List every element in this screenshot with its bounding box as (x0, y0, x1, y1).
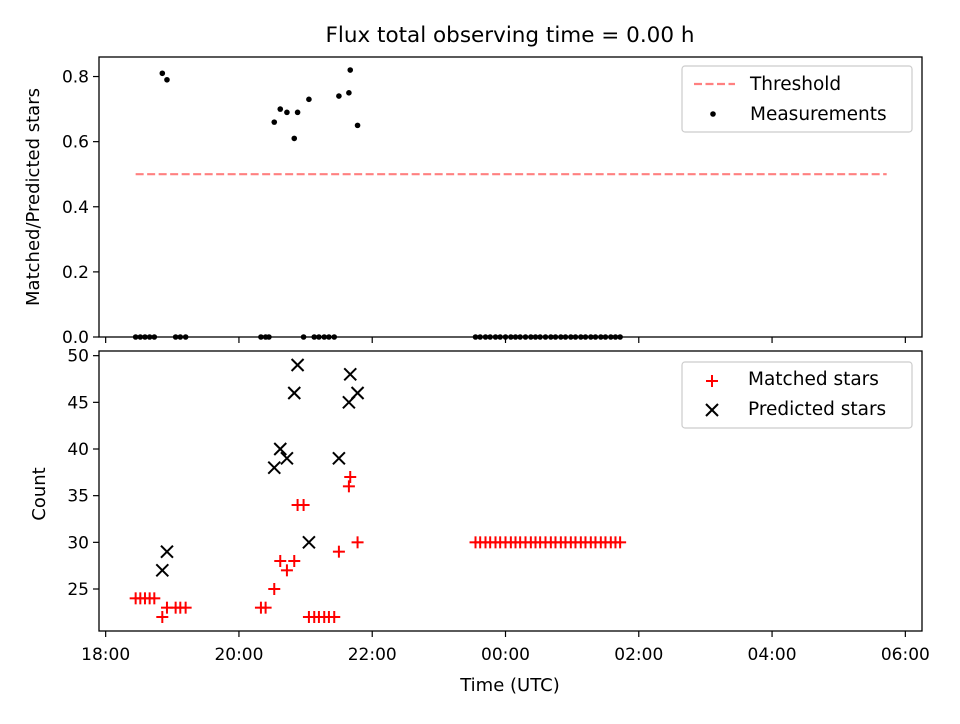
bottom-x-tick-label: 02:00 (614, 645, 663, 665)
predicted-star-point (267, 460, 281, 475)
bottom-legend: Matched stars Predicted stars (681, 361, 913, 429)
predicted-star-point (350, 386, 365, 400)
bottom-y-tick-label: 25 (67, 580, 89, 600)
predicted-star-point (287, 386, 301, 400)
matched-star-point (297, 499, 310, 511)
top-y-tick-label: 0.8 (62, 68, 89, 88)
top-y-axis: 0.0 0.2 0.4 0.6 0.8 (62, 68, 99, 348)
bottom-y-axis: 25 30 35 40 45 50 (67, 347, 99, 600)
legend-matched-marker (706, 375, 718, 387)
bottom-y-tick-label: 30 (67, 533, 89, 553)
predicted-star-point (302, 535, 316, 550)
bottom-y-axis-label: Count (29, 467, 50, 520)
measurement-point (346, 90, 352, 96)
predicted-star-point (160, 544, 174, 559)
bottom-y-tick-label: 35 (67, 487, 89, 507)
measurement-point (277, 106, 284, 112)
measurement-point (294, 109, 301, 116)
legend-predicted-marker (705, 403, 719, 417)
predicted-star-point (155, 563, 170, 578)
bottom-x-tick-label: 22:00 (348, 645, 397, 665)
matched-star-point (332, 545, 345, 558)
legend-matched-label: Matched stars (748, 369, 879, 390)
matched-star-point (179, 601, 192, 614)
bottom-y-tick-label: 50 (67, 347, 89, 367)
matched-star-point (614, 536, 627, 549)
top-legend-box (681, 65, 913, 133)
bottom-x-axis: 18:00 20:00 22:00 00:00 02:00 04:00 06:00 (81, 631, 930, 665)
predicted-star-point (273, 442, 287, 456)
matched-star-point (259, 601, 272, 614)
bottom-data-marks (129, 358, 627, 623)
measurement-point (336, 93, 342, 99)
measurement-point (284, 109, 290, 116)
bottom-panel: 25 30 35 40 45 50 18:00 20:00 22:00 00:00 02:00 04… (29, 347, 930, 696)
predicted-star-point (332, 451, 346, 466)
bottom-x-tick-label: 18:00 (81, 645, 130, 665)
matched-star-point (342, 480, 355, 493)
top-plot-area (98, 56, 923, 338)
predicted-star-point (290, 358, 305, 372)
chart-title: Flux total observing time = 0.00 h (326, 23, 695, 48)
matched-star-point (274, 555, 287, 567)
measurement-point (271, 119, 278, 125)
top-y-tick-label: 0.6 (62, 133, 89, 153)
matched-star-point (344, 471, 357, 483)
bottom-x-tick-label: 06:00 (881, 645, 930, 665)
x-axis-label: Time (UTC) (459, 675, 560, 696)
matched-star-point (351, 536, 364, 549)
top-x-axis (105, 337, 906, 343)
measurement-point (347, 67, 354, 73)
matched-star-point (148, 592, 161, 605)
matched-star-point (280, 564, 293, 577)
bottom-y-tick-label: 45 (67, 393, 89, 413)
legend-measurements-marker (710, 111, 716, 117)
predicted-star-point (280, 451, 294, 466)
bottom-x-tick-label: 04:00 (748, 645, 797, 665)
measurement-point (306, 96, 312, 103)
bottom-x-tick-label: 20:00 (214, 645, 263, 665)
matched-star-point (328, 611, 341, 623)
predicted-star-point (343, 367, 357, 382)
top-legend: Threshold Measurements (681, 65, 913, 133)
matched-star-point (268, 583, 281, 595)
top-panel: 0.00.20.40.60.8 Matched/Predicted stars … (23, 56, 923, 348)
top-y-tick-label: 0.4 (62, 198, 89, 218)
top-y-tick-label: 0.0 (62, 328, 89, 348)
measurement-point (354, 122, 361, 129)
top-y-tick-label: 0.2 (62, 263, 89, 283)
matched-star-point (288, 555, 301, 567)
measurement-point (159, 70, 166, 77)
bottom-y-tick-label: 40 (67, 440, 89, 460)
bottom-plot-area (98, 350, 923, 632)
legend-measurements-label: Measurements (750, 104, 887, 125)
bottom-x-tick-label: 00:00 (481, 645, 530, 665)
legend-predicted-label: Predicted stars (748, 399, 886, 420)
matched-star-point (156, 611, 169, 623)
measurement-point (291, 135, 298, 142)
legend-threshold-label: Threshold (749, 74, 841, 95)
measurement-point (164, 76, 170, 83)
bottom-legend-box (681, 361, 913, 429)
top-y-axis-label: Matched/Predicted stars (23, 88, 44, 306)
